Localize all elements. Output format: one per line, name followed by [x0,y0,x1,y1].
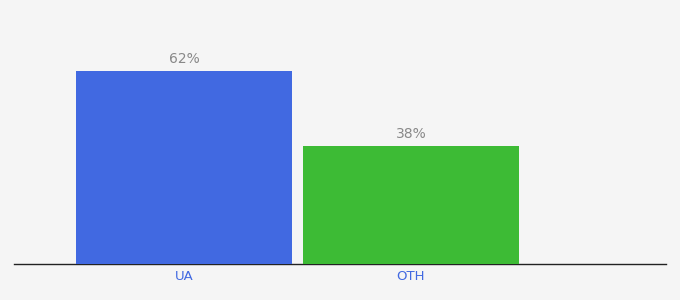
Bar [76,71,292,264]
Bar [303,146,519,264]
Text: 38%: 38% [396,127,426,141]
Text: 62%: 62% [169,52,199,66]
